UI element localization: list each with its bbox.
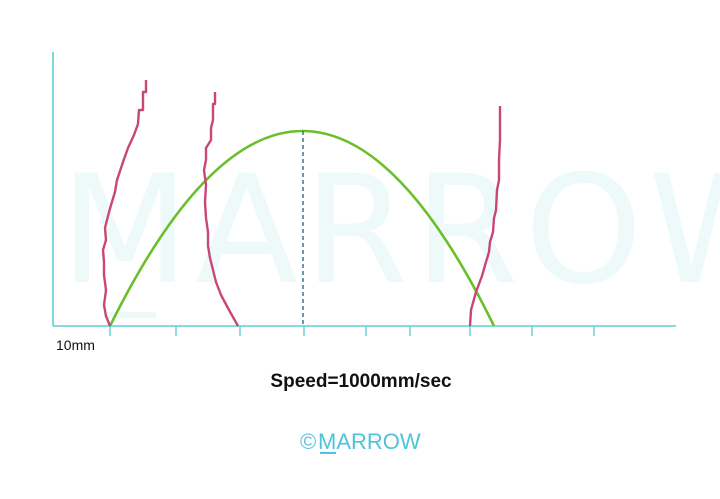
- trace-middle: [202, 92, 240, 327]
- start-tick-label: 10mm: [56, 337, 95, 353]
- speed-caption: Speed=1000mm/sec: [270, 371, 452, 392]
- watermark-underline: [104, 312, 156, 318]
- brand-name: MARROW: [318, 429, 421, 454]
- brand-underline: [320, 452, 336, 454]
- trace-right: [468, 106, 502, 327]
- brand-symbol: ©: [300, 429, 316, 454]
- brand-logo: © MARROW: [300, 429, 421, 454]
- trace-left: [101, 80, 148, 327]
- x-axis-ticks: [109, 326, 595, 336]
